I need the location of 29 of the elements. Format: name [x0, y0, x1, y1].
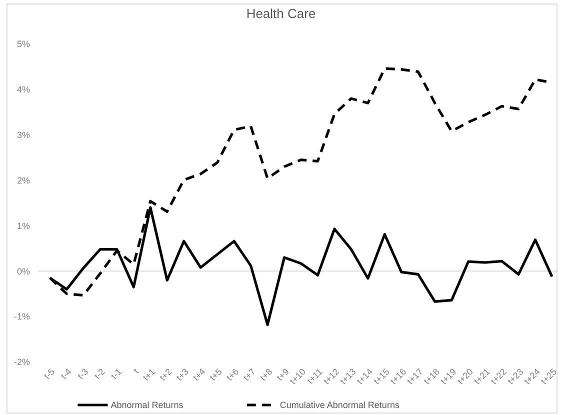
- x-tick-label: t-2: [92, 366, 107, 382]
- y-tick-label: 3%: [16, 130, 30, 140]
- x-tick-label: t+3: [174, 366, 191, 383]
- x-tick-label: t-4: [58, 366, 74, 382]
- x-tick-label: t+7: [241, 366, 258, 383]
- x-tick-label: t+4: [191, 366, 208, 383]
- x-tick-label: t+21: [472, 366, 492, 386]
- x-tick-label: t+8: [258, 366, 274, 383]
- y-tick-label: 2%: [16, 175, 30, 186]
- x-tick-label: t+6: [224, 366, 241, 383]
- y-tick-label: -1%: [14, 312, 30, 322]
- legend-label: Abnormal Returns: [110, 400, 184, 410]
- y-tick-label: 0%: [16, 266, 30, 276]
- legend-label: Cumulative Abnormal Returns: [280, 400, 400, 410]
- x-tick-label: t-3: [76, 366, 90, 382]
- chart-title: Health Care: [246, 6, 316, 21]
- x-tick-label: t+1: [140, 366, 158, 383]
- x-tick-label: t: [131, 366, 141, 376]
- y-tick-label: 1%: [16, 220, 30, 231]
- y-tick-label: 4%: [16, 84, 30, 95]
- x-tick-label: t+11: [305, 366, 324, 386]
- x-tick-label: t-1: [109, 366, 124, 382]
- y-tick-label: -2%: [14, 357, 30, 368]
- x-tick-label: t+9: [274, 366, 291, 383]
- x-tick-label: t-5: [42, 366, 57, 382]
- y-tick-label: 5%: [16, 39, 30, 50]
- x-tick-label: t+5: [208, 366, 224, 383]
- x-tick-label: t+2: [158, 366, 174, 383]
- x-tick-label: t+19: [438, 366, 458, 386]
